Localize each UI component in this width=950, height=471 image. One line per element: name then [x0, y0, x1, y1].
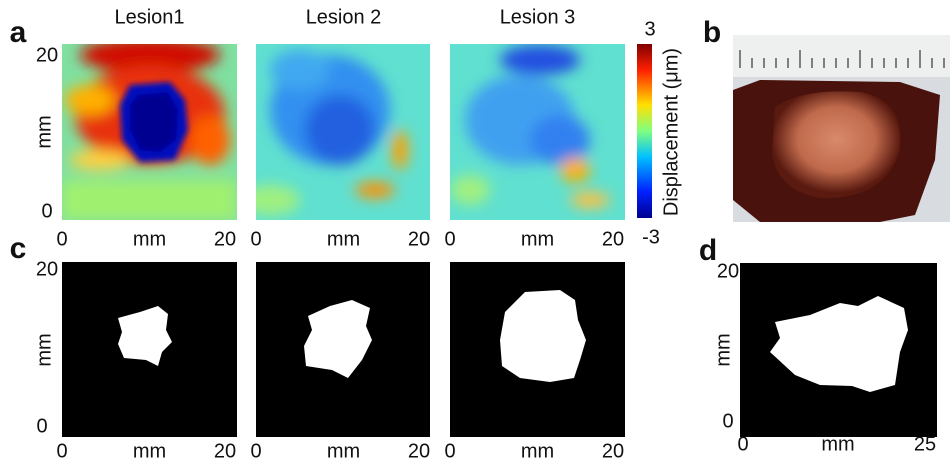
subplot-title: Lesion 3	[500, 6, 576, 28]
x-tick-label: 0	[737, 433, 748, 455]
heatmap	[450, 44, 625, 220]
subplot-title: Lesion 2	[306, 6, 382, 28]
y-axis-label: mm	[33, 115, 55, 148]
x-tick-label: 20	[408, 440, 430, 462]
panel-label: a	[10, 16, 27, 49]
panel-label: c	[10, 232, 27, 265]
x-tick-label: 20	[408, 228, 430, 250]
x-tick-label: 0	[250, 228, 261, 250]
x-tick-label: 0	[444, 440, 455, 462]
x-axis-label: mm	[821, 433, 854, 455]
subplot-title: Lesion1	[114, 6, 184, 28]
colorbar-label: Displacement (μm)	[660, 48, 682, 216]
x-axis-label: mm	[521, 440, 554, 462]
colorbar-min: -3	[642, 226, 660, 248]
x-tick-label: 20	[602, 228, 624, 250]
x-axis-label: mm	[327, 440, 360, 462]
x-tick-label: 0	[56, 440, 67, 462]
y-tick-label: 0	[41, 200, 52, 222]
y-axis-label: mm	[33, 333, 55, 366]
y-axis-label: mm	[712, 333, 734, 366]
y-tick-label: 20	[717, 260, 739, 282]
colorbar-max: 3	[644, 18, 655, 40]
binary-mask	[62, 262, 237, 437]
x-tick-label: 0	[56, 228, 67, 250]
heatmap	[62, 44, 237, 220]
y-tick-label: 20	[36, 44, 58, 66]
x-axis-label: mm	[133, 440, 166, 462]
y-tick-label: 0	[722, 410, 733, 432]
y-tick-label: 20	[36, 258, 58, 280]
panel-label: b	[703, 16, 721, 49]
specimen-photo	[733, 35, 950, 222]
x-tick-label: 25	[914, 433, 936, 455]
binary-mask	[256, 262, 430, 437]
colorbar	[637, 44, 652, 218]
x-axis-label: mm	[327, 228, 360, 250]
x-tick-label: 20	[214, 228, 236, 250]
binary-mask	[740, 263, 937, 437]
y-tick-label: 0	[36, 415, 47, 437]
x-tick-label: 20	[214, 440, 236, 462]
panel-label: d	[699, 234, 717, 267]
heatmap	[256, 44, 430, 220]
x-tick-label: 20	[602, 440, 624, 462]
x-tick-label: 0	[444, 228, 455, 250]
binary-mask	[450, 262, 625, 437]
x-tick-label: 0	[250, 440, 261, 462]
x-axis-label: mm	[133, 228, 166, 250]
x-axis-label: mm	[521, 228, 554, 250]
